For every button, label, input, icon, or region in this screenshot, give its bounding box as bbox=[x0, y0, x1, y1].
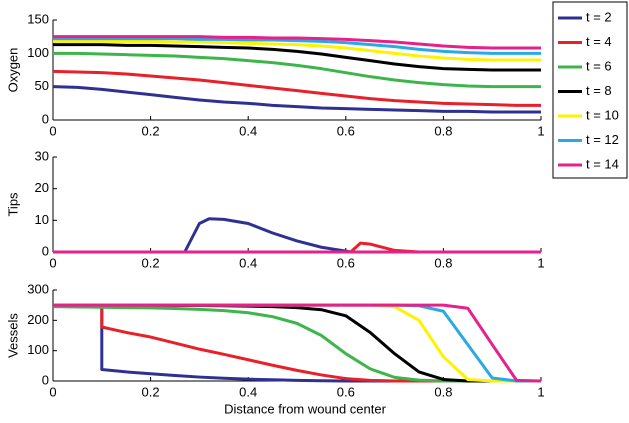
y-tick-label: 30 bbox=[35, 148, 49, 163]
x-tick-label: 0.2 bbox=[142, 255, 160, 270]
y-tick-label: 0 bbox=[42, 372, 49, 387]
line bbox=[53, 51, 541, 89]
y-tick-label: 300 bbox=[27, 281, 49, 296]
x-tick-label: 0.8 bbox=[434, 384, 452, 399]
x-tick-label: 0.4 bbox=[239, 384, 257, 399]
legend-label: t = 10 bbox=[586, 107, 619, 122]
y-axis-label: Tips bbox=[5, 192, 20, 217]
legend-label: t = 6 bbox=[586, 58, 612, 73]
legend-label: t = 4 bbox=[586, 34, 612, 49]
x-tick-label: 0 bbox=[49, 384, 56, 399]
line bbox=[53, 37, 541, 55]
y-tick-label: 20 bbox=[35, 180, 49, 195]
legend-label: t = 8 bbox=[586, 83, 612, 98]
x-tick-label: 1 bbox=[537, 255, 544, 270]
x-tick-label: 0.6 bbox=[337, 123, 355, 138]
y-tick-label: 0 bbox=[42, 243, 49, 258]
line bbox=[53, 39, 541, 62]
x-tick-label: 1 bbox=[537, 384, 544, 399]
y-axis-label: Vessels bbox=[5, 313, 20, 358]
y-tick-label: 50 bbox=[35, 78, 49, 93]
x-tick-label: 0 bbox=[49, 123, 56, 138]
y-tick-label: 10 bbox=[35, 212, 49, 227]
line bbox=[52, 85, 541, 114]
y-axis-label: Oxygen bbox=[5, 48, 20, 93]
legend-label: t = 12 bbox=[586, 132, 619, 147]
x-tick-label: 0.8 bbox=[434, 255, 452, 270]
x-tick-label: 0.6 bbox=[337, 255, 355, 270]
line bbox=[53, 35, 541, 50]
y-tick-label: 100 bbox=[27, 45, 49, 60]
line bbox=[53, 303, 542, 383]
legend-label: t = 2 bbox=[586, 9, 612, 24]
y-tick-label: 100 bbox=[27, 342, 49, 357]
line bbox=[53, 43, 541, 72]
x-tick-label: 0.6 bbox=[337, 384, 355, 399]
x-tick-label: 0.4 bbox=[239, 255, 257, 270]
x-axis-label: Distance from wound center bbox=[224, 401, 387, 416]
y-tick-label: 0 bbox=[42, 111, 49, 126]
x-tick-label: 0.4 bbox=[239, 123, 257, 138]
x-tick-label: 0.8 bbox=[434, 123, 452, 138]
x-tick-label: 1 bbox=[537, 123, 544, 138]
legend-label: t = 14 bbox=[586, 156, 619, 171]
y-tick-label: 150 bbox=[27, 11, 49, 26]
x-tick-label: 0.2 bbox=[142, 123, 160, 138]
line bbox=[53, 217, 541, 254]
y-tick-label: 200 bbox=[27, 312, 49, 327]
x-tick-label: 0 bbox=[49, 255, 56, 270]
x-tick-label: 0.2 bbox=[142, 384, 160, 399]
line bbox=[52, 69, 541, 107]
